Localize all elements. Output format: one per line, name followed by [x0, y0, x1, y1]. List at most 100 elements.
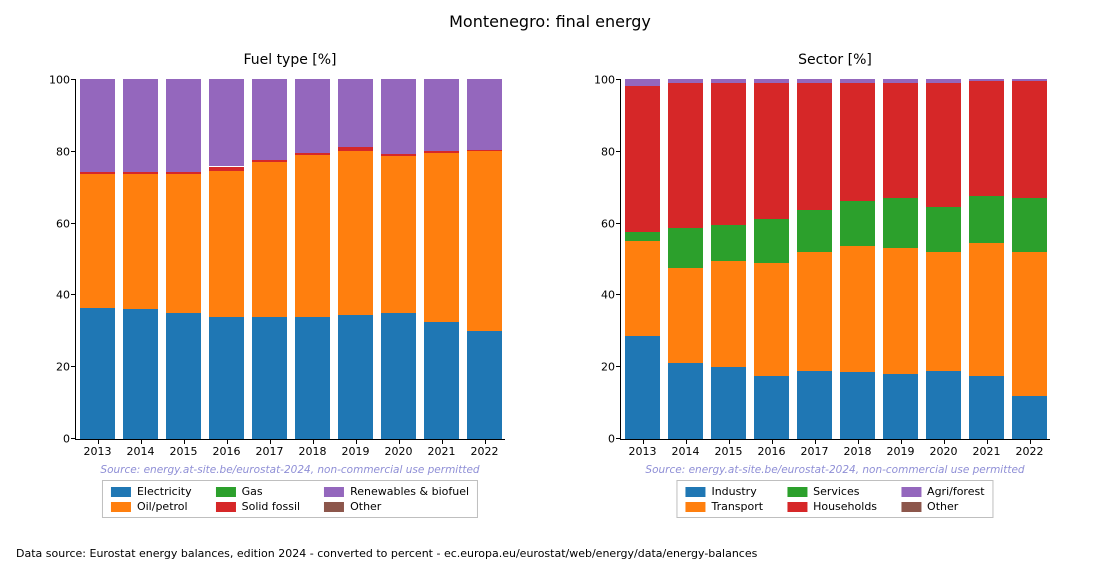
bar-segment [467, 150, 501, 151]
ytick-mark [616, 151, 621, 152]
legend-label: Other [927, 500, 958, 513]
ytick-mark [616, 79, 621, 80]
xtick-label: 2016 [758, 445, 786, 458]
bar-segment [424, 79, 458, 151]
sector-title: Sector [%] [620, 52, 1050, 68]
legend-swatch [685, 487, 705, 497]
bar-segment [711, 83, 745, 225]
bar-segment [625, 232, 659, 241]
legend-column: IndustryTransport [685, 485, 763, 513]
bar-segment [209, 171, 243, 317]
bar-segment [969, 79, 1003, 81]
bar-segment [123, 79, 157, 172]
xtick-label: 2018 [299, 445, 327, 458]
bar-segment [80, 172, 114, 175]
legend-column: ServicesHouseholds [787, 485, 877, 513]
xtick-label: 2017 [256, 445, 284, 458]
legend-label: Solid fossil [242, 500, 300, 513]
bar-segment [625, 336, 659, 439]
bar-segment [840, 83, 874, 202]
ytick-mark [616, 438, 621, 439]
legend-swatch [324, 502, 344, 512]
fuel-type-source-note: Source: energy.at-site.be/eurostat-2024,… [75, 464, 505, 476]
ytick-label: 40 [601, 289, 615, 302]
bar-segment [797, 210, 831, 251]
xtick-mark [227, 439, 228, 444]
bar-segment [926, 83, 960, 207]
xtick-mark [399, 439, 400, 444]
bar-segment [338, 315, 372, 439]
bar-segment [166, 313, 200, 439]
bar-segment [209, 317, 243, 439]
bar-segment [252, 79, 286, 160]
bar-group [711, 79, 745, 439]
bar-segment [1012, 81, 1046, 198]
bar-segment [668, 83, 702, 229]
bar-segment [625, 86, 659, 232]
bar-segment [711, 225, 745, 261]
xtick-mark [987, 439, 988, 444]
bar-segment [926, 207, 960, 252]
xtick-mark [858, 439, 859, 444]
legend-column: Agri/forestOther [901, 485, 985, 513]
legend-swatch [111, 502, 131, 512]
bar-group [625, 79, 659, 439]
bar-segment [883, 198, 917, 248]
bar-segment [969, 243, 1003, 376]
bar-segment [668, 79, 702, 83]
bar-group [381, 79, 415, 439]
legend-swatch [787, 502, 807, 512]
bar-segment [754, 83, 788, 220]
bar-segment [754, 219, 788, 262]
legend-item: Other [901, 500, 985, 513]
bar-group [1012, 79, 1046, 439]
bar-segment [166, 79, 200, 172]
xtick-label: 2022 [471, 445, 499, 458]
bar-segment [840, 372, 874, 439]
bar-segment [668, 268, 702, 363]
xtick-label: 2014 [127, 445, 155, 458]
bar-segment [668, 228, 702, 268]
bar-segment [625, 79, 659, 86]
xtick-label: 2015 [715, 445, 743, 458]
xtick-mark [901, 439, 902, 444]
legend-item: Transport [685, 500, 763, 513]
figure: Montenegro: final energy Fuel type [%] 0… [0, 0, 1100, 572]
bar-segment [381, 154, 415, 157]
bar-group [754, 79, 788, 439]
bar-segment [1012, 252, 1046, 396]
ytick-label: 80 [601, 145, 615, 158]
xtick-label: 2014 [672, 445, 700, 458]
bar-segment [295, 317, 329, 439]
legend-label: Electricity [137, 485, 192, 498]
fuel-type-title: Fuel type [%] [75, 52, 505, 68]
bar-segment [252, 317, 286, 439]
bar-segment [80, 308, 114, 439]
xtick-label: 2016 [213, 445, 241, 458]
bar-segment [295, 155, 329, 317]
bar-segment [338, 147, 372, 151]
ytick-label: 20 [601, 361, 615, 374]
fuel-type-plot-area: 0204060801002013201420152016201720182019… [75, 80, 505, 440]
legend-item: Electricity [111, 485, 192, 498]
legend-label: Other [350, 500, 381, 513]
bar-segment [1012, 198, 1046, 252]
bar-segment [424, 151, 458, 153]
xtick-label: 2017 [801, 445, 829, 458]
ytick-mark [71, 151, 76, 152]
fuel-type-chart: Fuel type [%] 02040608010020132014201520… [75, 80, 505, 440]
sector-chart: Sector [%] 02040608010020132014201520162… [620, 80, 1050, 440]
bar-group [797, 79, 831, 439]
ytick-label: 80 [56, 145, 70, 158]
bar-segment [797, 79, 831, 83]
legend-column: Renewables & biofuel Other [324, 485, 469, 513]
bar-segment [252, 162, 286, 317]
xtick-label: 2019 [342, 445, 370, 458]
legend-item: Renewables & biofuel [324, 485, 469, 498]
legend-item: Oil/petrol [111, 500, 192, 513]
bar-segment [754, 263, 788, 376]
ytick-label: 40 [56, 289, 70, 302]
legend-label: Households [813, 500, 877, 513]
bar-segment [711, 367, 745, 439]
legend-column: GasSolid fossil [216, 485, 300, 513]
